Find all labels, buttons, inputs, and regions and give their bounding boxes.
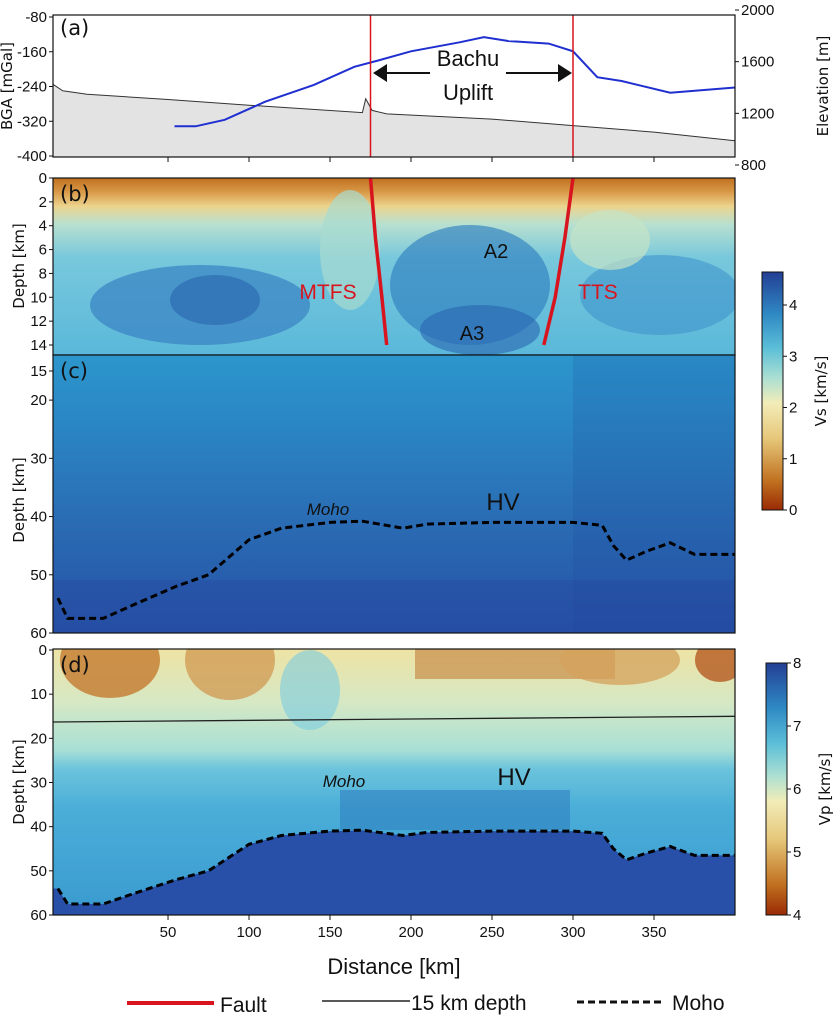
depth-d-tick-label: 40 [30,819,47,836]
hv-label-c: HV [486,489,519,516]
distance-tick-label: 200 [398,924,423,941]
bga-tick-label: -160 [17,44,47,61]
panel-c-frame [52,354,736,634]
depth-b-tick-label: 8 [39,265,47,282]
depth-b-tick-label: 12 [30,313,47,330]
a2-label: A2 [484,241,508,263]
depth-d-tick-label: 60 [30,907,47,924]
fault-lines-a [167,15,655,162]
depth-c-tick-label: 50 [30,567,47,584]
depth-d-tick-label: 50 [30,863,47,880]
panel-b: (b) MTFS TTS A2 A3 0 2 4 6 8 10 12 14 Depth [km… [10,170,736,356]
vs-tick-label: 4 [789,297,797,314]
panel-b-label: (b) [60,182,90,206]
vp-colorbar: 4 5 6 7 8 Vp [km/s] [765,655,834,924]
depth-d-tick-label: 30 [30,775,47,792]
depth-c-tick-label: 40 [30,509,47,526]
bga-axis-label: BGA [mGal] [0,42,16,130]
distance-tick-label: 50 [160,924,177,941]
distance-ticks: 50 100 150 200 250 300 350 [160,915,667,941]
moho-line-c [56,519,735,620]
distance-tick-label: 350 [641,924,666,941]
bga-ticks: -80 -160 -240 -320 -400 [17,9,53,165]
elevation-axis-label: Elevation [m] [814,36,832,137]
distance-tick-label: 300 [560,924,585,941]
bga-tick-label: -320 [17,113,47,130]
depth-d-tick-label: 20 [30,730,47,747]
depth-axis-label-d: Depth [km] [10,739,28,824]
distance-tick-label: 100 [236,924,261,941]
depth-axis-label-c: Depth [km] [10,457,28,542]
vp-tick-label: 4 [793,907,801,924]
legend-moho-label: Moho [672,992,725,1015]
vp-tick-label: 7 [793,718,801,735]
upper-mantle-area [53,830,735,915]
bga-area [53,84,735,157]
depth-c-tick-label: 20 [30,392,47,409]
depth-ticks-b: 0 2 4 6 8 10 12 14 [30,170,53,354]
moho-line-d [56,828,735,906]
depth-c-tick-label: 60 [30,625,47,642]
elevation-tick-label: 1600 [741,54,774,71]
vp-tick-label: 8 [793,655,801,672]
distance-tick-label: 150 [317,924,342,941]
bga-tick-label: -400 [17,148,47,165]
panel-d: (d) Moho HV 0 10 20 30 40 50 60 50 100 150 200 250… [10,642,736,979]
hv-label-d: HV [497,764,530,791]
depth-c-tick-label: 15 [30,363,47,380]
distance-axis-label: Distance [km] [327,954,460,979]
depth-c-tick-label: 30 [30,450,47,467]
elevation-tick-label: 2000 [741,2,774,19]
vs-colorbar: 0 1 2 3 4 Vs [km/s] [761,271,830,519]
elevation-ticks: 2000 1600 1200 800 [735,2,774,174]
panel-c: (c) Moho HV 15 20 30 40 50 60 Depth [km] [10,354,736,642]
legend-fault-label: Fault [220,994,267,1017]
distance-tick-label: 250 [479,924,504,941]
panel-d-label: (d) [60,653,90,677]
panel-c-label: (c) [60,359,88,383]
depth-ticks-d: 0 10 20 30 40 50 60 [30,642,53,924]
fault-traces [368,178,575,346]
bga-tick-label: -240 [17,79,47,96]
depth-d-tick-label: 10 [30,686,47,703]
legend-depth-label: 15 km depth [411,992,527,1015]
bga-tick-label: -80 [25,9,47,26]
moho-label-d: Moho [323,772,366,791]
vs-tick-label: 2 [789,400,797,417]
depth-15km-line [53,715,735,723]
uplift-label: Uplift [443,80,493,105]
bachu-uplift-arrow [373,64,572,82]
vp-tick-label: 5 [793,844,801,861]
depth-b-tick-label: 4 [39,218,47,235]
depth-axis-label-b: Depth [km] [10,223,28,308]
bachu-label: Bachu [437,46,499,71]
vs-tick-label: 1 [789,451,797,468]
vs-tick-label: 0 [789,502,797,519]
vp-colorbar-label: Vp [km/s] [816,753,834,825]
tts-label: TTS [578,281,618,304]
elevation-line [174,36,736,128]
depth-b-tick-label: 6 [39,242,47,259]
depth-ticks-c: 15 20 30 40 50 60 [30,363,53,642]
panel-a-label: (a) [60,16,89,40]
depth-b-tick-label: 2 [39,194,47,211]
depth-d-tick-label: 0 [39,642,47,659]
vs-deep-heatmap [53,355,735,633]
depth-b-tick-label: 0 [39,170,47,187]
vs-tick-label: 3 [789,348,797,365]
a3-label: A3 [460,323,484,345]
elevation-tick-label: 800 [741,157,766,174]
panel-a: (a) Bachu Uplift -80 -160 -240 -320 -400 200… [0,2,832,174]
vp-tick-label: 6 [793,781,801,798]
depth-b-tick-label: 10 [30,289,47,306]
vs-colorbar-label: Vs [km/s] [812,356,830,427]
elevation-tick-label: 1200 [741,105,774,122]
moho-label-c: Moho [307,500,350,519]
legend: Fault 15 km depth Moho [127,992,725,1017]
depth-b-tick-label: 14 [30,337,47,354]
mtfs-label: MTFS [299,281,356,304]
